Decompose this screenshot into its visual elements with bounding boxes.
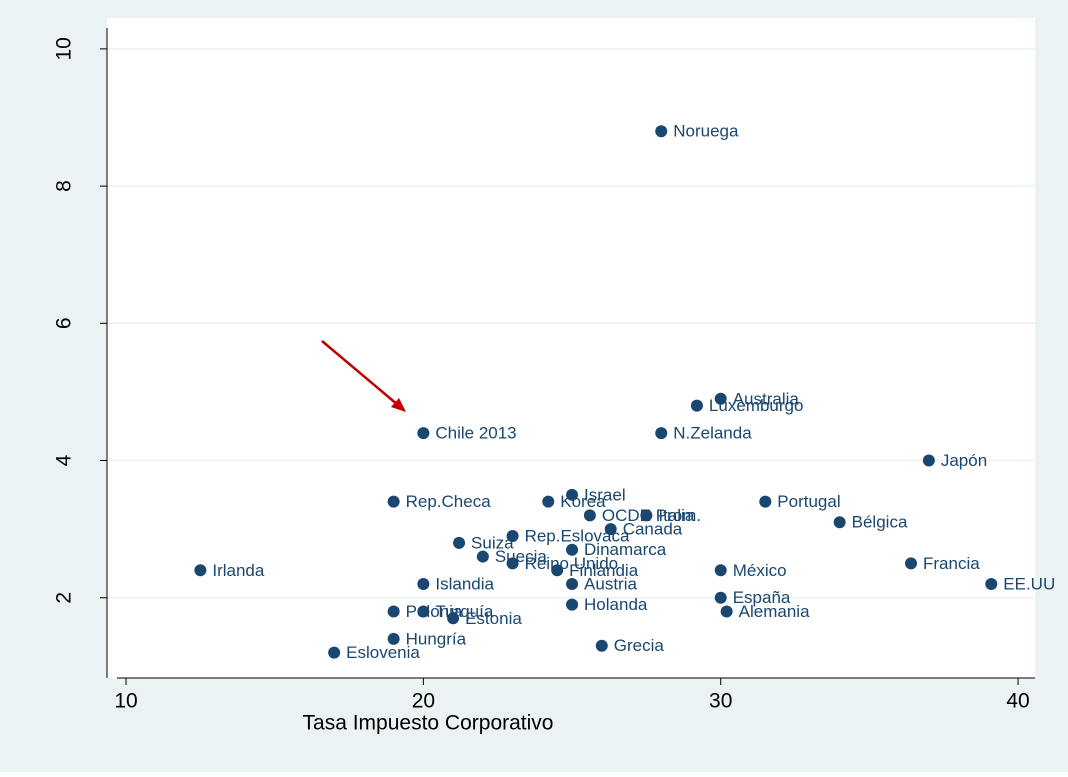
point-label: N.Zelanda (673, 424, 752, 443)
point (476, 550, 489, 563)
point (417, 578, 430, 591)
point (905, 557, 918, 570)
point-label: Estonia (465, 609, 522, 628)
point (922, 454, 935, 467)
point (447, 612, 460, 625)
point-label: Islandia (435, 574, 494, 593)
point (583, 509, 596, 522)
x-tick-label: 10 (114, 690, 137, 713)
point-label: Dinamarca (584, 540, 667, 559)
point-label: Suiza (471, 533, 514, 552)
point (194, 564, 207, 577)
point (566, 543, 579, 556)
point (417, 605, 430, 618)
point-label: Portugal (777, 492, 840, 511)
point (595, 639, 608, 652)
point (566, 598, 579, 611)
point (387, 632, 400, 645)
point-label: Finlandia (569, 561, 639, 580)
point (551, 564, 564, 577)
point-label: EE.UU (1003, 574, 1055, 593)
point-label: Grecia (614, 636, 665, 655)
point (328, 646, 341, 659)
x-axis-title: Tasa Impuesto Corporativo (303, 712, 554, 735)
y-tick-label: 8 (53, 180, 76, 192)
arrow-shaft (321, 340, 399, 406)
point (417, 427, 430, 440)
point (506, 557, 519, 570)
point (542, 495, 555, 508)
point (453, 536, 466, 549)
x-tick-label: 40 (1006, 690, 1029, 713)
point-label: Francia (923, 554, 980, 573)
point (604, 523, 617, 536)
y-tick-label: 6 (53, 317, 76, 329)
point-label: Korea (560, 492, 606, 511)
point-label: España (733, 588, 791, 607)
point (714, 564, 727, 577)
point-label: Luxemburgo (709, 396, 804, 415)
point-label: Holanda (584, 595, 648, 614)
point-label: Japón (941, 451, 987, 470)
y-tick-label: 10 (53, 37, 76, 60)
point (714, 392, 727, 405)
point-label: Irlanda (212, 561, 265, 580)
point (387, 495, 400, 508)
point-label: Alemania (739, 602, 810, 621)
point-label: Hungría (406, 629, 467, 648)
point (985, 578, 998, 591)
point (690, 399, 703, 412)
point-label: Reino Unido (525, 554, 619, 573)
point-label: Austria (584, 574, 637, 593)
point-label: México (733, 561, 787, 580)
point (566, 578, 579, 591)
point-label: Israel (584, 485, 626, 504)
point-label: Rep.Eslovaca (525, 526, 630, 545)
x-tick-label: 20 (412, 690, 435, 713)
point-label: Canada (623, 520, 683, 539)
y-tick-label: 2 (53, 592, 76, 604)
point-label: Italia (658, 506, 694, 525)
point (640, 509, 653, 522)
point-label: Bélgica (852, 513, 908, 532)
point (506, 529, 519, 542)
point (655, 125, 668, 138)
plot-area (107, 18, 1035, 678)
point (387, 605, 400, 618)
point (566, 488, 579, 501)
point-label: Noruega (673, 122, 739, 141)
x-tick-label: 30 (709, 690, 732, 713)
arrow-head (391, 398, 406, 412)
point (720, 605, 733, 618)
point (714, 591, 727, 604)
point-label: Australia (733, 389, 800, 408)
point-label: Chile 2013 (435, 424, 516, 443)
point-label: Eslovenia (346, 643, 420, 662)
point (833, 516, 846, 529)
y-tick-label: 4 (53, 454, 76, 466)
point-label: Rep.Checa (406, 492, 492, 511)
point (759, 495, 772, 508)
point (655, 427, 668, 440)
